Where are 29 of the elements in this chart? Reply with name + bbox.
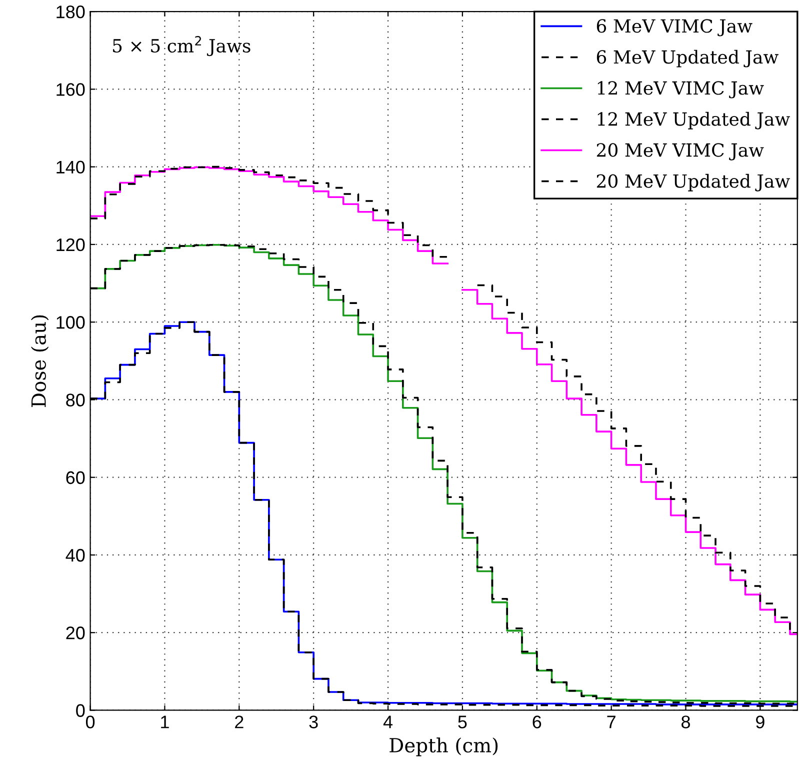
y-axis-title: Dose (au) [30, 315, 49, 407]
x-tick-label: 5 [458, 716, 467, 728]
x-tick-label: 2 [235, 716, 244, 728]
y-tick-label: 160 [56, 83, 85, 96]
legend-label: 12 MeV VIMC Jaw [598, 81, 764, 98]
legend-label: 6 MeV VIMC Jaw [596, 19, 752, 36]
y-tick-label: 20 [66, 626, 85, 640]
legend-label: 20 MeV VIMC Jaw [596, 143, 764, 160]
y-tick-label: 140 [56, 160, 85, 174]
y-tick-label: 0 [76, 704, 85, 717]
x-tick-label: 7 [607, 716, 616, 728]
y-tick-label: 120 [56, 238, 85, 252]
x-tick-label: 0 [86, 716, 95, 728]
legend-label: 12 MeV Updated Jaw [598, 112, 790, 130]
y-tick-label: 180 [56, 6, 85, 18]
legend-label: 20 MeV Updated Jaw [596, 174, 790, 192]
x-tick-label: 4 [383, 716, 393, 728]
y-tick-label: 80 [66, 394, 85, 406]
y-tick-label: 100 [56, 316, 85, 329]
y-tick-label: 60 [66, 471, 85, 484]
x-tick-label: 9 [756, 716, 764, 728]
x-tick-label: 6 [532, 716, 542, 728]
x-tick-label: 1 [161, 716, 169, 728]
annotation: 5 × 5 cm$^{2}$ Jaws [113, 36, 250, 56]
x-tick-label: 3 [309, 716, 318, 728]
legend-label: 6 MeV Updated Jaw [596, 50, 778, 68]
y-tick-label: 40 [66, 548, 85, 562]
x-tick-label: 8 [682, 716, 690, 728]
x-axis-title: Depth (cm) [390, 737, 498, 756]
